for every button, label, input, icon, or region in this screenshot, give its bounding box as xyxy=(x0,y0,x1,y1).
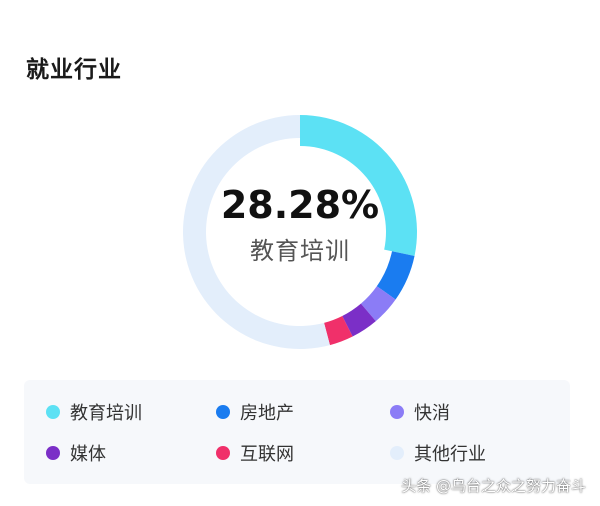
legend-item: 快消 xyxy=(390,399,450,425)
center-percentage: 28.28% xyxy=(220,183,380,227)
donut-slice-6 xyxy=(182,115,330,349)
legend-item: 互联网 xyxy=(216,440,294,466)
legend: 教育培训 房地产 快消媒体 互联网 其他行业 xyxy=(24,380,570,484)
donut-slice-5 xyxy=(324,315,353,346)
legend-item: 教育培训 xyxy=(46,399,142,425)
donut-slice-1 xyxy=(300,115,417,256)
center-category-label: 教育培训 xyxy=(250,237,350,265)
legend-swatch xyxy=(216,405,230,419)
watermark: 头条 @乌台之众之努力奋斗 xyxy=(401,477,586,495)
legend-swatch xyxy=(390,405,404,419)
legend-item: 房地产 xyxy=(216,399,294,425)
legend-label: 媒体 xyxy=(70,444,106,465)
legend-label: 互联网 xyxy=(240,444,294,465)
chart-title: 就业行业 xyxy=(26,57,122,83)
legend-item: 其他行业 xyxy=(390,440,486,466)
legend-swatch xyxy=(46,405,60,419)
legend-item: 媒体 xyxy=(46,440,106,466)
donut-slice-3 xyxy=(360,286,396,322)
legend-swatch xyxy=(390,446,404,460)
donut-chart xyxy=(182,115,417,349)
legend-label: 房地产 xyxy=(240,403,294,424)
legend-label: 快消 xyxy=(414,403,450,424)
legend-label: 教育培训 xyxy=(70,403,142,424)
legend-swatch xyxy=(216,446,230,460)
legend-label: 其他行业 xyxy=(414,444,486,465)
legend-swatch xyxy=(46,446,60,460)
donut-slice-4 xyxy=(342,303,376,337)
donut-slice-2 xyxy=(376,251,415,300)
